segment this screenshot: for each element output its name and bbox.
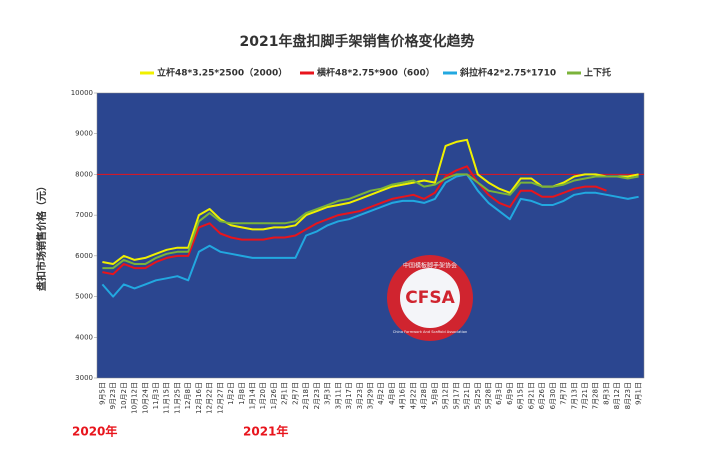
x-tick-label: 9月5日: [98, 382, 106, 405]
x-tick-label: 6月15日: [517, 382, 525, 409]
x-tick-label: 3月29日: [367, 382, 375, 409]
y-tick-label: 8000: [75, 170, 93, 178]
y-axis-label: 盘扣市场销售价格（元）: [35, 181, 48, 291]
legend-label: 立杆48*3.25*2500（2000）: [157, 67, 287, 79]
x-tick-label: 4月28日: [420, 382, 428, 409]
logo-inner: [400, 268, 460, 328]
logo-subtitle: China Formwork And Scaffold Association: [393, 330, 467, 334]
y-tick-label: 6000: [75, 252, 93, 260]
x-tick-label: 4月8日: [388, 382, 396, 405]
x-tick-label: 9月1日: [635, 382, 643, 405]
y-tick-label: 10000: [71, 89, 93, 97]
plot-area: [96, 92, 645, 379]
x-tick-label: 7月28日: [592, 382, 600, 409]
x-tick-label: 12月8日: [184, 382, 192, 409]
x-tick-label: 2月1日: [281, 382, 289, 405]
y-tick-label: 5000: [75, 293, 93, 301]
x-tick-label: 8月3日: [602, 382, 610, 405]
x-tick-label: 6月3日: [495, 382, 503, 405]
x-tick-label: 2月7日: [291, 382, 299, 405]
chart-title: 2021年盘扣脚手架销售价格变化趋势: [240, 33, 475, 50]
x-tick-label: 4月2日: [377, 382, 385, 405]
x-tick-label: 9月23日: [109, 382, 117, 409]
x-tick-label: 5月21日: [463, 382, 471, 409]
x-tick-label: 11月3日: [152, 382, 160, 409]
x-tick-label: 10月12日: [131, 382, 139, 414]
x-tick-label: 6月21日: [527, 382, 535, 409]
x-tick-label: 8月23日: [624, 382, 632, 409]
x-tick-label: 3月3日: [324, 382, 332, 405]
x-tick-label: 10月2日: [120, 382, 128, 409]
legend-label: 斜拉杆42*2.75*1710: [459, 67, 556, 79]
x-tick-label: 12月22日: [206, 382, 214, 414]
x-tick-label: 11月25日: [173, 382, 181, 414]
x-tick-label: 5月25日: [474, 382, 482, 409]
x-tick-label: 5月12日: [442, 382, 450, 409]
x-tick-label: 3月17日: [345, 382, 353, 409]
legend-label: 横杆48*2.75*900（600）: [317, 67, 435, 79]
x-tick-label: 5月17日: [452, 382, 460, 409]
x-tick-label: 2月18日: [302, 382, 310, 409]
x-tick-label: 6月30日: [549, 382, 557, 409]
year-annotation: 2021年: [243, 424, 288, 439]
x-tick-label: 11月15日: [163, 382, 171, 414]
x-tick-label: 1月2日: [227, 382, 235, 405]
x-tick-label: 3月11日: [334, 382, 342, 409]
series-line: [101, 173, 639, 298]
x-tick-label: 1月26日: [270, 382, 278, 409]
watermark: 中国模板脚手架协会 CFSA China Formwork And Scaffold…: [387, 255, 473, 341]
x-tick-label: 4月22日: [409, 382, 417, 409]
logo-text: CFSA: [405, 288, 455, 308]
series-line: [102, 165, 607, 276]
x-tick-label: 12月16日: [195, 382, 203, 414]
x-tick-label: 8月12日: [613, 382, 621, 409]
series-line: [102, 173, 639, 270]
legend-label: 上下托: [584, 67, 611, 79]
x-tick-label: 10月24日: [141, 382, 149, 414]
x-tick-label: 6月9日: [506, 382, 514, 405]
y-tick-label: 7000: [75, 211, 93, 219]
x-tick-label: 1月8日: [238, 382, 246, 405]
year-annotation: 2020年: [72, 424, 117, 439]
x-tick-label: 6月26日: [538, 382, 546, 409]
x-tick-label: 2月23日: [313, 382, 321, 409]
x-tick-label: 1月14日: [249, 382, 257, 409]
x-tick-label: 12月27日: [216, 382, 224, 414]
logo-ring-text: 中国模板脚手架协会: [403, 262, 457, 270]
y-tick-label: 4000: [75, 333, 93, 341]
x-tick-label: 5月28日: [484, 382, 492, 409]
x-tick-label: 5月8日: [431, 382, 439, 405]
y-tick-label: 9000: [75, 130, 93, 138]
x-tick-label: 7月13日: [570, 382, 578, 409]
x-tick-label: 7月7日: [560, 382, 568, 405]
x-tick-label: 4月16日: [399, 382, 407, 409]
x-tick-label: 3月23日: [356, 382, 364, 409]
x-tick-label: 1月20日: [259, 382, 267, 409]
y-tick-label: 3000: [75, 374, 93, 382]
x-tick-label: 7月21日: [581, 382, 589, 409]
